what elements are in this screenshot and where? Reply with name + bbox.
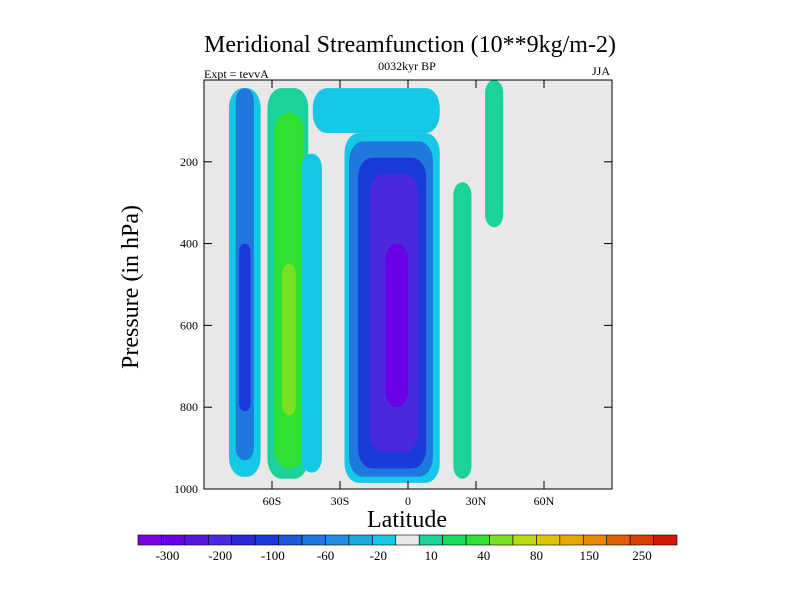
colorbar-label: -200	[208, 548, 232, 563]
colorbar-label: -300	[156, 548, 180, 563]
colorbar-swatch	[395, 534, 420, 546]
colorbar-label: 80	[530, 548, 543, 563]
colorbar-swatch	[301, 534, 326, 546]
region-south-positive-cell-max	[282, 264, 296, 416]
colorbar-swatch	[161, 534, 186, 546]
x-tick-label: 30N	[466, 494, 487, 508]
region-mid-shoulder	[301, 153, 322, 473]
colorbar-swatch	[231, 534, 256, 546]
colorbar-swatch	[582, 534, 607, 546]
colorbar-swatch	[184, 534, 209, 546]
colorbar-label: 40	[477, 548, 490, 563]
chart-title: Meridional Streamfunction (10**9kg/m-2)	[204, 32, 616, 58]
colorbar-swatch	[442, 534, 467, 546]
x-tick-label: 60N	[534, 494, 555, 508]
colorbar-label: 10	[425, 548, 438, 563]
colorbar-label: 150	[580, 548, 600, 563]
colorbar-swatch	[137, 534, 162, 546]
y-axis-label: Pressure (in hPa)	[118, 205, 144, 369]
colorbar: -300 -200 -100 -60 -20 10 40 80 150 250	[137, 534, 678, 563]
colorbar-label: -20	[370, 548, 387, 563]
colorbar-swatch	[254, 534, 279, 546]
x-tick-label: 60S	[263, 494, 282, 508]
colorbar-swatch	[512, 534, 537, 546]
x-axis-label: Latitude	[367, 507, 447, 533]
y-tick-label: 800	[180, 400, 198, 414]
colorbar-swatch	[653, 534, 678, 546]
colorbar-swatch	[536, 534, 561, 546]
colorbar-swatch	[325, 534, 350, 546]
y-ticks: 200 400 600 800 1000	[174, 155, 612, 496]
subtitle-right: JJA	[592, 64, 610, 78]
colorbar-label: 250	[632, 548, 652, 563]
subtitle-center: 0032kyr BP	[378, 59, 436, 73]
colorbar-label: -60	[317, 548, 334, 563]
colorbar-swatch	[465, 534, 490, 546]
plot-area: 60S 30S 0 30N 60N 200 400 600 800 1000	[174, 79, 613, 508]
x-tick-label: 30S	[331, 494, 350, 508]
y-tick-label: 200	[180, 155, 198, 169]
region-upper-tongue	[312, 88, 440, 134]
region-far-north-band	[485, 80, 504, 228]
y-tick-label: 1000	[174, 482, 198, 496]
x-tick-label: 0	[405, 494, 411, 508]
colorbar-swatch	[489, 534, 514, 546]
y-tick-label: 600	[180, 318, 198, 332]
contour-regions	[228, 80, 504, 483]
x-ticks: 60S 30S 0 30N 60N	[263, 80, 555, 508]
colorbar-swatch	[278, 534, 303, 546]
colorbar-swatch	[372, 534, 397, 546]
region-far-south-cell-inner	[239, 243, 251, 412]
subtitle-left: Expt = tevvA	[204, 67, 269, 81]
colorbar-swatch	[629, 534, 654, 546]
y-tick-label: 400	[180, 237, 198, 251]
colorbar-swatch	[418, 534, 443, 546]
colorbar-swatch	[348, 534, 373, 546]
colorbar-swatch	[606, 534, 631, 546]
colorbar-swatch	[208, 534, 233, 546]
colorbar-swatch	[559, 534, 584, 546]
region-main-cell-300	[385, 243, 408, 408]
colorbar-label: -100	[261, 548, 285, 563]
region-tropical-north-band	[453, 182, 472, 479]
